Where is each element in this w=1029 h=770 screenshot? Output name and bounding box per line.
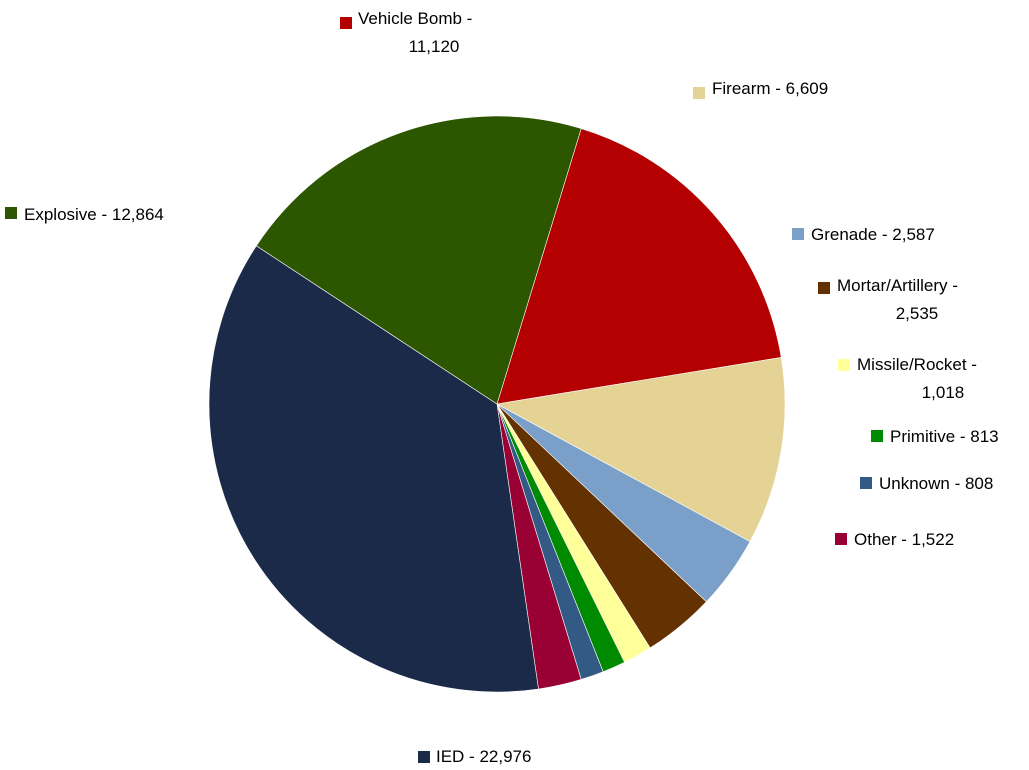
pie-slice-explosive <box>255 115 582 405</box>
legend-swatch-vehicle-bomb <box>340 17 352 29</box>
slice-labels: Vehicle Bomb - 11,120 Firearm - 6,609 Grena… <box>5 9 999 766</box>
legend-swatch-primitive <box>871 430 883 442</box>
slice-label-other: Other - 1,522 <box>835 530 954 549</box>
slice-label-unknown: Unknown - 808 <box>860 474 993 493</box>
slice-label-text: 11,120 <box>409 37 460 56</box>
legend-swatch-firearm <box>693 87 705 99</box>
legend-swatch-grenade <box>792 228 804 240</box>
pie-slice-firearm <box>496 357 786 543</box>
slice-label-text: Missile/Rocket - <box>857 355 977 374</box>
slice-label-text: Firearm - 6,609 <box>712 79 828 98</box>
pie-slice-vehicle-bomb <box>496 128 782 405</box>
legend-swatch-mortar-artillery <box>818 282 830 294</box>
slice-label-text: Explosive - 12,864 <box>24 205 164 224</box>
legend-swatch-other <box>835 533 847 545</box>
pie-slices <box>208 115 786 693</box>
slice-label-text: 1,018 <box>922 383 965 402</box>
slice-label-text: Grenade - 2,587 <box>811 225 935 244</box>
slice-label-text: Primitive - 813 <box>890 427 999 446</box>
legend-swatch-missile-rocket <box>838 359 850 371</box>
slice-label-vehicle-bomb: Vehicle Bomb - 11,120 <box>340 9 472 56</box>
slice-label-text: 2,535 <box>896 304 939 323</box>
slice-label-text: Other - 1,522 <box>854 530 954 549</box>
slice-label-mortar-artillery: Mortar/Artillery - 2,535 <box>818 276 958 323</box>
legend-swatch-explosive <box>5 207 17 219</box>
slice-label-explosive: Explosive - 12,864 <box>5 205 164 224</box>
slice-label-text: Vehicle Bomb - <box>358 9 472 28</box>
legend-swatch-unknown <box>860 477 872 489</box>
legend-swatch-ied <box>418 751 430 763</box>
pie-slice-ied <box>208 245 539 693</box>
slice-label-missile-rocket: Missile/Rocket - 1,018 <box>838 355 977 402</box>
slice-label-firearm: Firearm - 6,609 <box>693 79 828 99</box>
slice-label-grenade: Grenade - 2,587 <box>792 225 935 244</box>
slice-label-text: Mortar/Artillery - <box>837 276 958 295</box>
slice-label-primitive: Primitive - 813 <box>871 427 999 446</box>
slice-label-text: Unknown - 808 <box>879 474 993 493</box>
slice-label-text: IED - 22,976 <box>436 747 531 766</box>
slice-label-ied: IED - 22,976 <box>418 747 531 766</box>
